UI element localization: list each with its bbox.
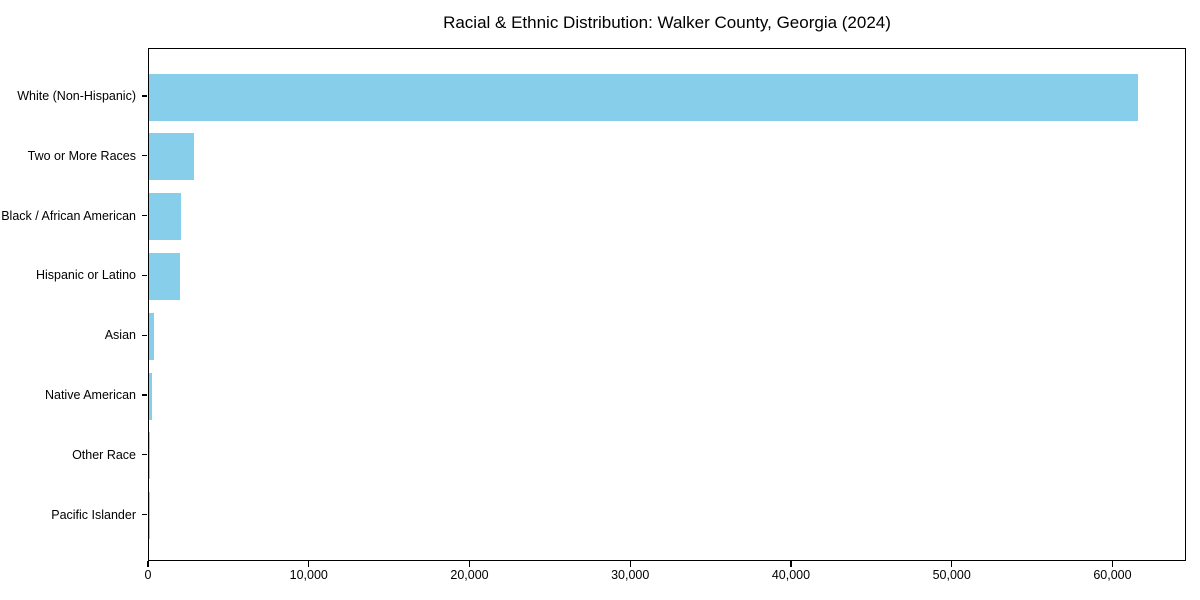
x-tick-label: 30,000 — [611, 568, 650, 582]
bar-black-african-american — [149, 193, 182, 241]
y-tick-label: Two or More Races — [27, 148, 136, 163]
bar-hispanic-or-latino — [149, 252, 181, 300]
x-tick-label: 0 — [144, 568, 152, 582]
y-tick-label: Native American — [44, 388, 136, 402]
y-tick-label: Other Race — [72, 447, 136, 462]
bar-asian — [149, 312, 154, 360]
y-tick-mark — [142, 514, 147, 516]
x-tick-label: 20,000 — [450, 568, 489, 582]
x-tick-label: 50,000 — [932, 568, 971, 582]
y-tick-label: Hispanic or Latino — [35, 268, 136, 283]
x-tick-mark — [951, 561, 953, 567]
y-tick-mark — [142, 274, 147, 276]
y-tick-mark — [142, 95, 147, 97]
y-tick-label: Asian — [104, 328, 136, 343]
bar-white-non-hispanic — [149, 73, 1138, 121]
x-tick-label: 60,000 — [1093, 568, 1132, 582]
y-tick-mark — [142, 454, 147, 456]
bar-native-american — [149, 372, 153, 420]
x-tick-label: 40,000 — [771, 568, 811, 582]
bar-other-race — [149, 432, 150, 480]
y-tick-mark — [142, 394, 147, 396]
y-tick-mark — [142, 215, 147, 217]
x-tick-mark — [147, 561, 149, 567]
chart-title: Racial & Ethnic Distribution: Walker Cou… — [443, 13, 891, 32]
y-tick-label: White (Non-Hispanic) — [17, 89, 136, 103]
y-tick-label: Black / African American — [1, 208, 136, 223]
x-tick-mark — [1111, 561, 1114, 567]
bar-two-or-more-races — [149, 133, 194, 181]
x-tick-label: 10,000 — [289, 568, 328, 582]
x-tick-mark — [790, 561, 792, 567]
x-tick-mark — [308, 561, 310, 567]
y-tick-mark — [142, 155, 147, 157]
y-tick-mark — [142, 334, 147, 336]
y-tick-label: Pacific Islander — [51, 507, 136, 522]
x-tick-mark — [629, 561, 631, 567]
plot-area — [148, 48, 1186, 561]
x-tick-mark — [468, 561, 471, 567]
